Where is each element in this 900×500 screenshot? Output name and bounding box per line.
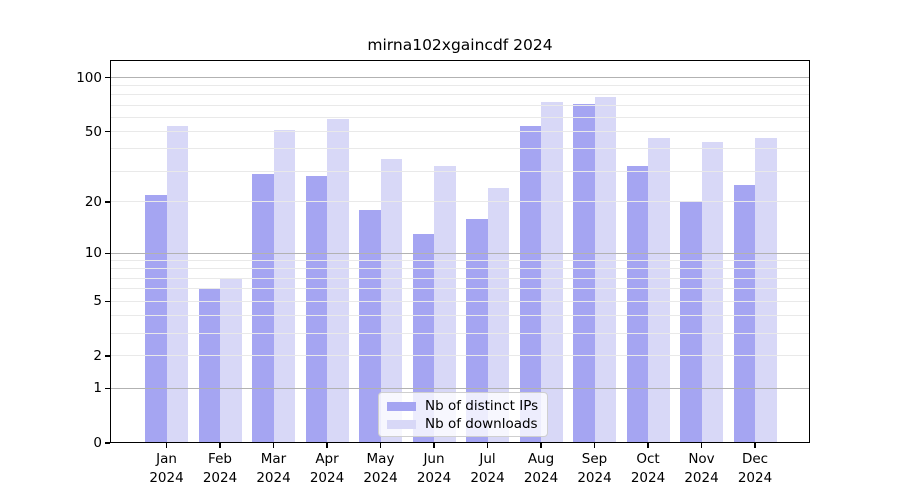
x-tick-label: Dec 2024 <box>737 451 773 486</box>
x-tick-label: Nov 2024 <box>684 451 719 486</box>
gridline-minor <box>110 116 810 118</box>
x-tick-mark <box>433 443 435 448</box>
legend-item-distinct-ips: Nb of distinct IPs <box>387 397 547 415</box>
x-tick-label: Mar 2024 <box>256 451 291 486</box>
x-tick-label: Apr 2024 <box>309 451 345 486</box>
bar-downloads-nov <box>701 141 723 443</box>
x-tick-label: Feb 2024 <box>202 451 238 486</box>
y-tick-label: 5 <box>93 293 102 310</box>
x-tick-mark <box>647 443 649 448</box>
gridline-minor <box>110 170 810 172</box>
gridline-minor <box>110 94 810 96</box>
y-tick-mark <box>105 201 110 203</box>
x-tick-label: Aug 2024 <box>523 451 559 486</box>
gridline-minor <box>110 148 810 150</box>
y-tick-mark <box>105 131 110 133</box>
x-tick-label: Jul 2024 <box>470 451 505 486</box>
bar-distinct-ips-aug <box>519 125 541 443</box>
bar-distinct-ips-feb <box>198 288 220 443</box>
chart-title: mirna102xgaincdf 2024 <box>367 36 553 54</box>
x-tick-label: May 2024 <box>363 451 398 486</box>
x-tick-mark <box>754 443 756 448</box>
gridline-minor <box>110 85 810 87</box>
x-tick-label: Jan 2024 <box>149 451 184 486</box>
bar-distinct-ips-jul <box>466 218 488 443</box>
x-tick-label: Sep 2024 <box>577 451 612 486</box>
y-tick-mark <box>105 300 110 302</box>
y-tick-label: 10 <box>84 245 102 262</box>
bar-downloads-apr <box>327 118 349 443</box>
bar-downloads-jan <box>166 125 188 443</box>
gridline-minor <box>110 332 810 334</box>
bar-downloads-oct <box>648 138 670 443</box>
legend-label-distinct-ips: Nb of distinct IPs <box>425 398 539 414</box>
legend-swatch-distinct-ips <box>387 401 416 411</box>
gridline-minor <box>110 201 810 203</box>
legend: Nb of distinct IPs Nb of downloads <box>378 392 548 437</box>
gridline-minor <box>110 288 810 290</box>
y-tick-label: 1 <box>93 380 102 397</box>
x-tick-mark <box>219 443 221 448</box>
plot-area: Nb of distinct IPs Nb of downloads <box>110 60 810 443</box>
x-tick-mark <box>272 443 275 448</box>
bar-downloads-jun <box>434 166 456 443</box>
y-tick-label: 50 <box>84 123 102 140</box>
gridline-major <box>110 77 810 78</box>
bar-downloads-mar <box>273 130 295 443</box>
bar-distinct-ips-may <box>359 209 381 443</box>
x-tick-mark <box>593 443 596 448</box>
y-tick-label: 100 <box>76 69 102 86</box>
x-tick-mark <box>700 443 703 448</box>
x-tick-label: Jun 2024 <box>416 451 452 486</box>
legend-label-downloads: Nb of downloads <box>425 416 538 432</box>
bar-distinct-ips-sep <box>573 104 595 443</box>
bar-downloads-dec <box>755 138 777 443</box>
y-tick-label: 0 <box>93 435 102 451</box>
x-tick-mark <box>540 443 542 448</box>
y-tick-mark <box>105 442 110 444</box>
x-tick-mark <box>326 443 328 448</box>
gridline-minor <box>110 131 810 133</box>
legend-item-downloads: Nb of downloads <box>387 415 547 433</box>
bar-distinct-ips-apr <box>305 176 327 443</box>
y-tick-label: 2 <box>93 347 102 364</box>
gridline-minor <box>110 277 810 279</box>
gridline-minor <box>110 315 810 317</box>
bar-distinct-ips-jun <box>412 234 434 443</box>
gridline-minor <box>110 104 810 106</box>
bar-distinct-ips-dec <box>733 184 755 443</box>
x-tick-mark <box>165 443 168 448</box>
x-tick-mark <box>486 443 489 448</box>
bar-distinct-ips-oct <box>626 166 648 443</box>
y-tick-label: 20 <box>84 193 102 210</box>
y-tick-mark <box>105 76 110 79</box>
gridline-major <box>110 252 810 254</box>
bar-distinct-ips-nov <box>680 201 702 443</box>
y-tick-mark <box>105 355 110 357</box>
bar-distinct-ips-mar <box>252 173 274 443</box>
gridline-minor <box>110 355 810 357</box>
legend-swatch-downloads <box>387 419 416 429</box>
y-tick-mark <box>105 387 110 389</box>
bar-downloads-aug <box>541 102 563 443</box>
gridline-minor <box>110 300 810 302</box>
bar-distinct-ips-jan <box>145 194 167 443</box>
gridline-major <box>110 387 810 389</box>
y-tick-mark <box>105 252 110 254</box>
gridline-minor <box>110 268 810 270</box>
x-tick-mark <box>379 443 382 448</box>
x-tick-label: Oct 2024 <box>630 451 666 486</box>
bar-downloads-feb <box>220 278 242 443</box>
gridline-minor <box>110 260 810 262</box>
